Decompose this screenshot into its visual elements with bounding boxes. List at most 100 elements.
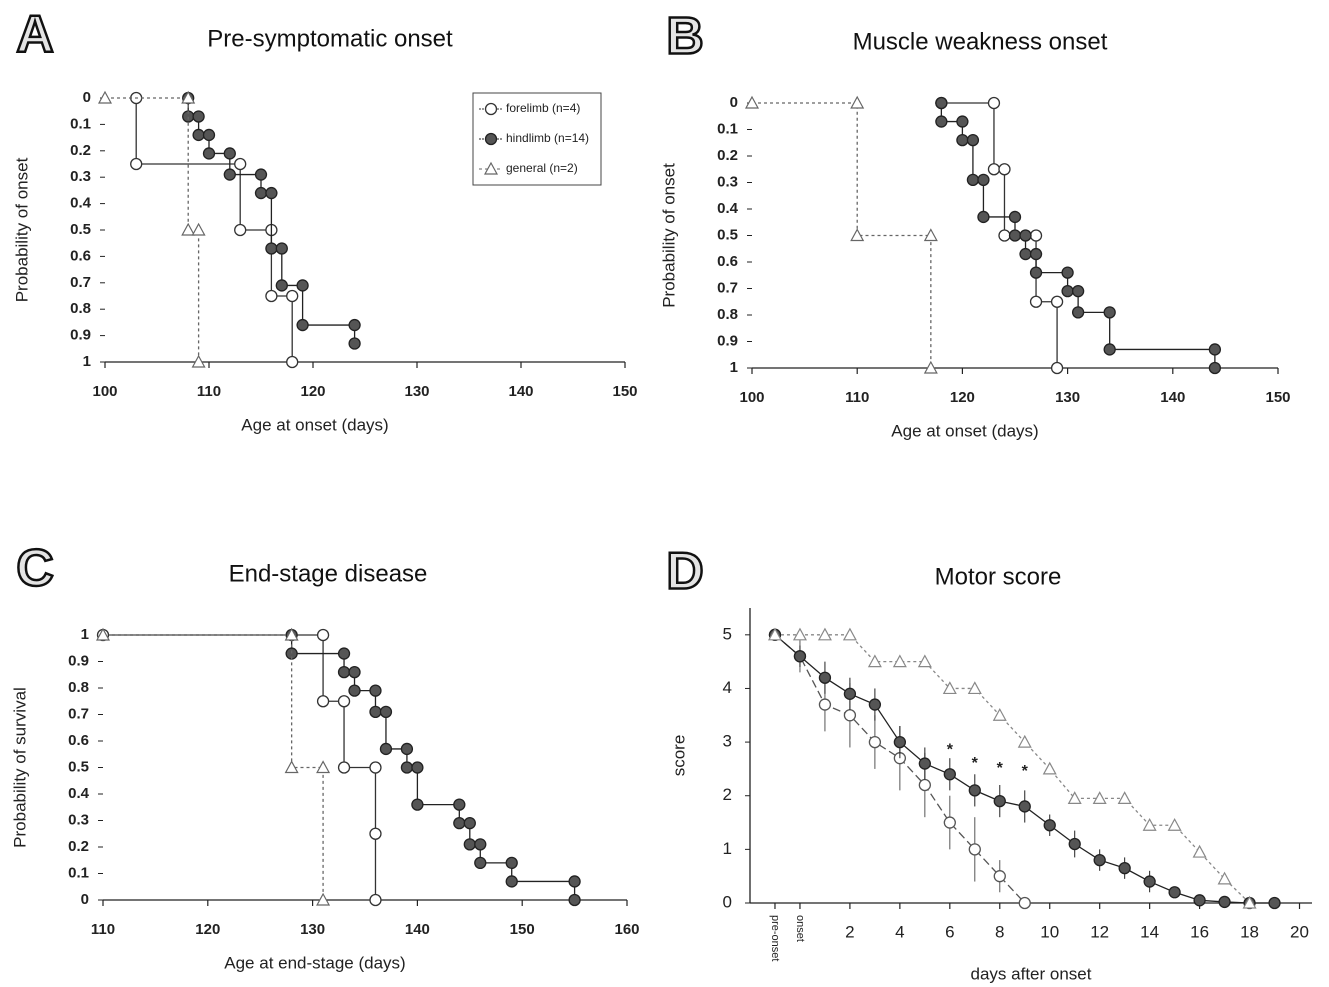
series-line — [290, 635, 576, 900]
marker — [296, 318, 309, 332]
marker — [369, 705, 382, 718]
marker — [1208, 343, 1222, 356]
y-tick-label: 0.5 — [70, 221, 91, 238]
marker — [1042, 761, 1057, 775]
y-tick-label: 0.6 — [70, 247, 91, 264]
y-tick-label: 0.4 — [70, 195, 92, 212]
marker — [843, 687, 857, 700]
marker — [966, 173, 980, 187]
marker — [1268, 896, 1281, 910]
series-line — [105, 97, 200, 362]
y-tick-label: 0.3 — [717, 173, 738, 190]
panel-letter: D — [666, 543, 704, 601]
marker — [286, 355, 299, 369]
y-tick-label: 1 — [730, 359, 738, 376]
marker — [95, 627, 111, 641]
marker — [1092, 791, 1107, 805]
marker — [369, 684, 382, 697]
y-tick-label: 0.7 — [68, 705, 89, 722]
marker — [223, 147, 236, 160]
marker — [993, 794, 1006, 808]
marker — [1068, 837, 1081, 851]
y-tick-label: 0.2 — [68, 838, 89, 855]
x-tick-label: 100 — [739, 389, 764, 406]
y-tick-label: 0.1 — [68, 864, 89, 881]
y-tick-label: 0.1 — [717, 120, 738, 137]
marker — [868, 735, 882, 749]
legend-label: forelimb (n=4) — [506, 101, 580, 115]
marker — [993, 870, 1006, 883]
x-axis-label: days after onset — [971, 964, 1092, 983]
y-tick-label: 1 — [723, 839, 732, 858]
marker — [818, 671, 832, 684]
marker — [843, 709, 857, 722]
panel-letter: B — [666, 8, 704, 66]
marker — [956, 133, 969, 147]
x-axis-label: Age at end-stage (days) — [224, 953, 405, 972]
marker — [568, 875, 581, 888]
marker — [1061, 284, 1074, 298]
annotation: * — [947, 741, 954, 758]
marker — [967, 681, 982, 695]
x-tick-label: 20 — [1290, 922, 1309, 941]
marker — [793, 650, 807, 663]
marker — [337, 665, 351, 679]
legend-marker — [484, 132, 498, 146]
marker — [130, 157, 143, 171]
y-tick-label: 1 — [83, 353, 91, 370]
marker — [1118, 861, 1131, 875]
marker — [337, 761, 351, 774]
y-tick-label: 0.8 — [717, 306, 738, 323]
marker — [923, 360, 938, 374]
y-tick-label: 0.7 — [717, 279, 738, 296]
marker — [474, 856, 487, 870]
y-tick-label: 1 — [81, 626, 89, 643]
marker — [850, 228, 865, 242]
y-tick-label: 0 — [723, 892, 732, 911]
y-tick-label: 0.3 — [70, 168, 91, 185]
marker — [254, 186, 268, 200]
y-axis-label: Probability of onset — [659, 163, 678, 308]
y-tick-label: 0 — [83, 89, 91, 106]
marker — [181, 90, 196, 104]
annotation: * — [972, 755, 979, 772]
y-tick-label: 0.6 — [68, 732, 89, 749]
series-line — [940, 103, 1216, 368]
x-tick-label: onset — [794, 915, 806, 942]
marker — [286, 289, 299, 303]
marker — [1017, 734, 1032, 748]
marker — [463, 838, 476, 851]
y-axis-label: Probability of onset — [12, 157, 31, 302]
marker — [1242, 895, 1257, 909]
y-tick-label: 5 — [723, 624, 732, 643]
x-tick-label: 16 — [1190, 922, 1209, 941]
marker — [505, 875, 518, 888]
marker — [1142, 817, 1157, 831]
legend-label: general (n=2) — [506, 161, 578, 175]
marker — [1043, 819, 1056, 832]
marker — [987, 96, 1001, 110]
series-line — [103, 634, 377, 900]
x-tick-label: 130 — [404, 383, 429, 400]
marker — [935, 96, 948, 110]
marker — [1143, 875, 1156, 888]
x-tick-label: 140 — [1160, 389, 1185, 406]
marker — [1192, 844, 1207, 858]
marker — [987, 163, 1001, 176]
y-tick-label: 0.7 — [70, 274, 91, 291]
y-tick-label: 0.9 — [717, 332, 738, 349]
x-tick-label: 6 — [945, 922, 954, 941]
marker — [202, 128, 216, 142]
marker — [744, 95, 760, 109]
marker — [1193, 894, 1206, 907]
marker — [998, 163, 1011, 176]
x-tick-label: 140 — [405, 921, 430, 938]
y-tick-label: 0.5 — [717, 226, 738, 243]
x-tick-label: 150 — [612, 383, 637, 400]
marker — [1029, 247, 1043, 261]
annotation: * — [1022, 763, 1029, 780]
y-tick-label: 0.5 — [68, 758, 89, 775]
x-tick-label: 18 — [1240, 922, 1259, 941]
y-tick-label: 3 — [723, 732, 732, 751]
